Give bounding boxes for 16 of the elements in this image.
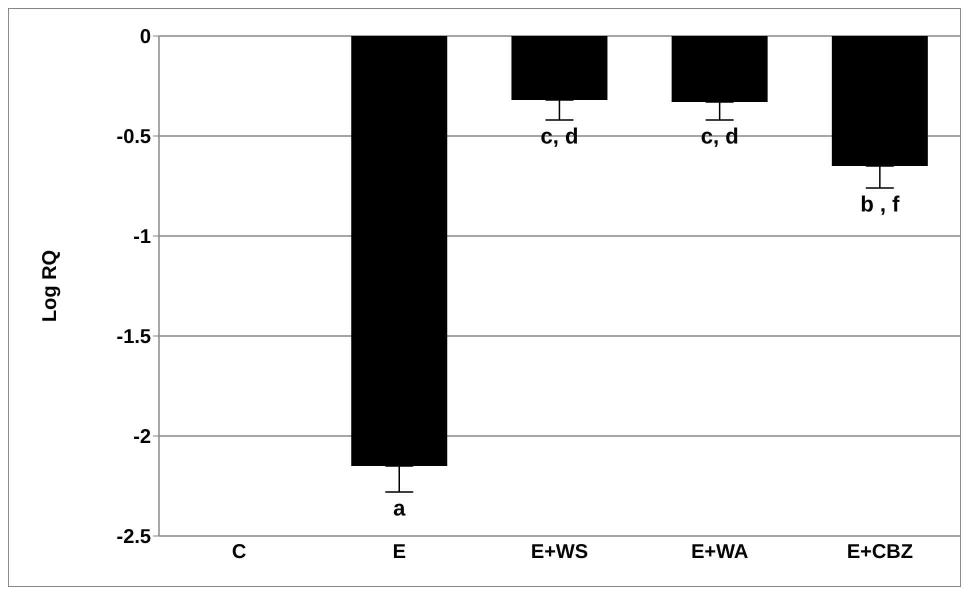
x-tick-label: E bbox=[392, 541, 406, 564]
y-axis-title: Log RQ bbox=[39, 250, 62, 322]
x-tick-label: E+CBZ bbox=[846, 541, 913, 564]
x-tick-label: C bbox=[232, 541, 246, 564]
annotation: b , f bbox=[860, 192, 900, 217]
y-tick-label: 0 bbox=[140, 26, 151, 48]
y-tick-label: -0.5 bbox=[116, 126, 151, 148]
annotation: c, d bbox=[700, 124, 739, 149]
annotation: a bbox=[393, 496, 406, 521]
y-tick-label: -1.5 bbox=[116, 326, 151, 348]
y-tick-label: -2.5 bbox=[116, 526, 151, 548]
x-tick-label: E+WS bbox=[530, 541, 588, 564]
y-tick-label: -2 bbox=[133, 426, 151, 448]
x-tick-label: E+WA bbox=[691, 541, 748, 564]
y-tick-label: -1 bbox=[133, 226, 151, 248]
annotation: c, d bbox=[540, 124, 578, 149]
